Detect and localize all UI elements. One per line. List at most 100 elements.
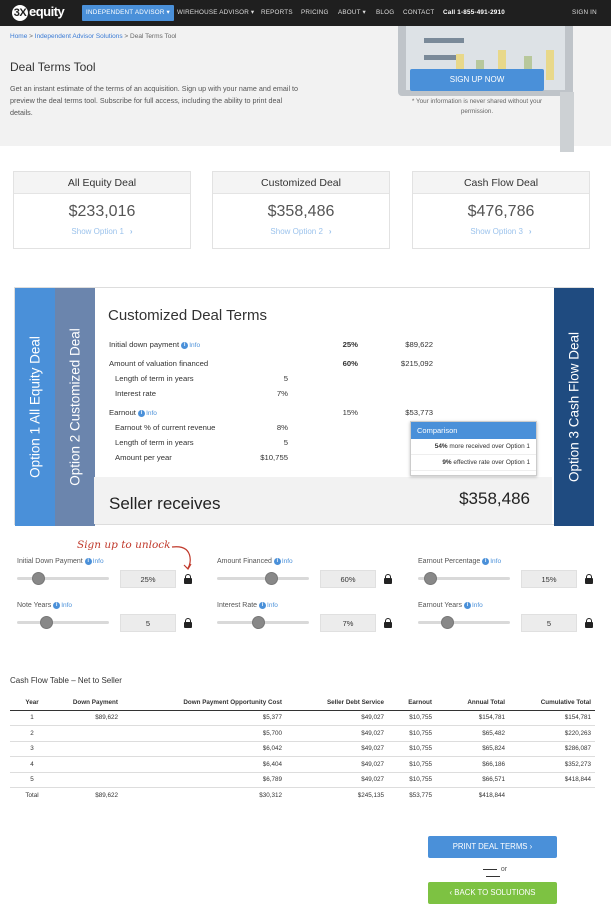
earnout-info[interactable]: i Info	[138, 409, 157, 417]
row-label: Initial down payment	[109, 340, 180, 349]
interest-label: Interest rate	[115, 389, 157, 398]
down-payment-slider-track[interactable]	[17, 577, 109, 580]
table-cell: $154,781	[509, 710, 595, 726]
down-payment-info[interactable]: i Info	[84, 558, 104, 566]
amount-financed-slider-track[interactable]	[217, 577, 309, 580]
print-deal-terms-button[interactable]: PRINT DEAL TERMS ›	[428, 836, 557, 858]
lock-icon	[384, 574, 392, 584]
table-cell: $6,042	[122, 741, 286, 757]
nav-sign-in[interactable]: SIGN IN	[572, 9, 597, 16]
amount-financed-value-field[interactable]: 60%	[320, 570, 376, 588]
down-payment-info[interactable]: i Info	[181, 341, 200, 349]
note-years-value-field[interactable]: 5	[120, 614, 176, 632]
lock-icon	[184, 574, 192, 584]
info-label: Info	[146, 410, 157, 417]
table-cell: $49,027	[286, 756, 388, 773]
slider-label-text: Note Years	[17, 602, 52, 610]
info-label: Info	[92, 558, 104, 566]
col-earnout: Earnout	[388, 695, 436, 711]
option-card-title: Cash Flow Deal	[413, 172, 589, 194]
chevron-right-icon: ›	[129, 227, 133, 236]
breadcrumb-section[interactable]: Independent Advisor Solutions	[34, 33, 123, 40]
valuation-label: Amount of valuation financed	[109, 359, 209, 368]
show-option-1-link[interactable]: Show Option 1 ›	[14, 227, 190, 236]
note-years-slider-track[interactable]	[17, 621, 109, 624]
earnout-years-slider-track[interactable]	[418, 621, 510, 624]
show-option-2-link[interactable]: Show Option 2 ›	[213, 227, 389, 236]
nav-wirehouse-advisor[interactable]: WIREHOUSE ADVISOR ▾	[177, 9, 255, 16]
table-cell	[509, 788, 595, 804]
table-cell: $65,824	[436, 741, 509, 757]
comparison-line-1: 54% more received over Option 1	[411, 439, 536, 455]
sign-up-note-text: Sign up to unlock	[77, 539, 171, 551]
table-cell: 5	[10, 772, 54, 788]
deal-terms-title: Customized Deal Terms	[108, 307, 267, 324]
breadcrumb-home[interactable]: Home	[10, 33, 28, 40]
nav-reports[interactable]: REPORTS	[261, 9, 293, 16]
table-cell: $154,781	[436, 710, 509, 726]
earnout-percentage-value-field[interactable]: 15%	[521, 570, 577, 588]
interest-rate-info[interactable]: i Info	[259, 602, 278, 609]
comparison-pct: 9%	[442, 459, 452, 466]
table-cell: $5,700	[122, 725, 286, 742]
table-header-row: Year Down Payment Down Payment Opportuni…	[10, 695, 595, 711]
show-option-label: Show Option 3	[470, 227, 523, 236]
earnout-amount: $53,773	[405, 408, 433, 417]
table-cell: $352,273	[509, 756, 595, 773]
earnout-percentage-slider-track[interactable]	[418, 577, 510, 580]
earnout-years-info[interactable]: i Info	[463, 602, 483, 609]
option-card-amount: $476,786	[467, 203, 535, 220]
earnout-years-slider-handle[interactable]	[440, 616, 454, 629]
option-card-1[interactable]: All Equity Deal $233,016 Show Option 1 ›	[13, 171, 191, 249]
table-cell: $245,135	[357, 792, 384, 799]
table-cell: $418,844	[478, 792, 505, 799]
sign-up-button[interactable]: SIGN UP NOW	[410, 69, 544, 91]
cash-flow-table: Year Down Payment Down Payment Opportuni…	[10, 695, 595, 803]
info-icon: i	[259, 602, 267, 609]
nav-phone[interactable]: Call 1-855-491-2910	[443, 9, 505, 16]
comparison-title: Comparison	[411, 422, 536, 439]
tab-option-3[interactable]: Option 3 Cash Flow Deal	[554, 288, 594, 526]
back-to-solutions-button[interactable]: ‹ BACK TO SOLUTIONS	[428, 882, 557, 904]
nav-about[interactable]: ABOUT ▾	[338, 9, 366, 16]
comparison-line-2: 9% effective rate over Option 1	[411, 455, 536, 471]
table-cell	[54, 725, 122, 742]
logo[interactable]: 3X equity	[12, 4, 65, 21]
table-cell: 1	[10, 710, 54, 726]
show-option-3-link[interactable]: Show Option 3 ›	[413, 227, 589, 236]
col-annual-total: Annual Total	[436, 695, 509, 711]
down-payment-value-field[interactable]: 25%	[120, 570, 176, 588]
option-card-3[interactable]: Cash Flow Deal $476,786 Show Option 3 ›	[412, 171, 590, 249]
tab-option-1[interactable]: Option 1 All Equity Deal	[15, 288, 55, 526]
earnout-percentage-slider-handle[interactable]	[423, 572, 437, 585]
tab-option-2[interactable]: Option 2 Customized Deal	[55, 288, 95, 526]
breadcrumb-separator: >	[124, 33, 129, 40]
nav-pricing[interactable]: PRICING	[301, 9, 329, 16]
nav-contact[interactable]: CONTACT	[403, 9, 435, 16]
amount-financed-slider-handle[interactable]	[265, 572, 279, 585]
table-cell: $220,263	[509, 725, 595, 742]
table-row: 5 $6,789 $49,027 $10,755 $66,571 $418,844	[10, 772, 595, 788]
table-cell: $418,844	[509, 772, 595, 788]
cash-flow-title: Cash Flow Table – Net to Seller	[10, 676, 122, 685]
table-cell	[54, 772, 122, 788]
breadcrumb-current: Deal Terms Tool	[130, 33, 177, 40]
earnout-years-value-field[interactable]: 5	[521, 614, 577, 632]
option-card-2[interactable]: Customized Deal $358,486 Show Option 2 ›	[212, 171, 390, 249]
interest-rate-value-field[interactable]: 7%	[320, 614, 376, 632]
nav-blog[interactable]: BLOG	[376, 9, 395, 16]
amount-financed-info[interactable]: i Info	[273, 558, 293, 565]
table-cell: $66,186	[436, 756, 509, 773]
lock-icon	[585, 574, 593, 584]
valuation-amount: $215,092	[400, 359, 433, 368]
note-years-info[interactable]: i Info	[53, 602, 72, 609]
interest-rate-slider-handle[interactable]	[252, 616, 266, 629]
down-payment-slider-handle[interactable]	[32, 572, 46, 585]
col-year: Year	[10, 695, 54, 711]
earnout-percentage-info[interactable]: i Info	[482, 558, 501, 565]
seller-receives-amount: $358,486	[459, 489, 530, 508]
amount-per-year-label: Amount per year	[115, 453, 172, 462]
nav-independent-advisor[interactable]: INDEPENDENT ADVISOR ▾	[82, 5, 174, 21]
note-years-slider-handle[interactable]	[39, 616, 53, 629]
page-title: Deal Terms Tool	[10, 60, 96, 74]
